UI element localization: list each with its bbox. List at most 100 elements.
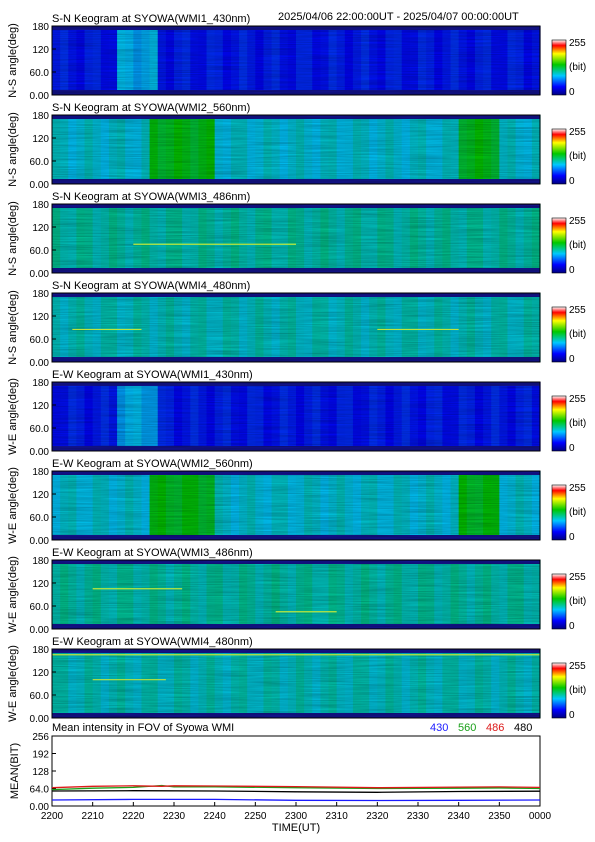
x-tick-label: 2310: [326, 811, 349, 822]
y-tick-label: 0.00: [30, 269, 50, 280]
series-line-430: [51, 798, 541, 802]
keogram-frame: [51, 648, 541, 719]
y-tick-label: 180: [32, 111, 49, 122]
legend-entry: 486: [486, 722, 504, 734]
y-tick-label: 120: [32, 45, 49, 56]
colorbar-min-label: 0: [569, 621, 575, 632]
keogram-frame: [51, 114, 541, 185]
legend-entry: 430: [430, 722, 448, 734]
keogram-title: S-N Keogram at SYOWA(WMI3_486nm): [52, 191, 250, 203]
keogram-title: E-W Keogram at SYOWA(WMI3_486nm): [52, 547, 253, 559]
y-tick-label: 180: [32, 200, 49, 211]
y-axis-label: N-S angle(deg): [7, 290, 19, 365]
y-tick-label: 120: [32, 312, 49, 323]
y-tick-label: 0.00: [30, 536, 50, 547]
colorbar-unit-label: (bit): [569, 596, 586, 607]
keogram-texture: [52, 560, 540, 629]
x-tick-label: 2330: [407, 811, 430, 822]
colorbar-max-label: 255: [569, 305, 586, 316]
x-tick-label: 2200: [41, 811, 64, 822]
keogram-texture: [52, 382, 540, 451]
colorbar: [551, 484, 567, 541]
y-tick-label: 60.0: [30, 68, 50, 79]
colorbar-min-label: 0: [569, 176, 575, 187]
y-tick-label: 0.00: [30, 625, 50, 636]
colorbar-unit-label: (bit): [569, 151, 586, 162]
y-tick-label: 120: [32, 223, 49, 234]
y-tick-label: 120: [32, 401, 49, 412]
colorbar-max-label: 255: [569, 127, 586, 138]
series-line-560: [51, 784, 541, 791]
y-axis-label: W-E angle(deg): [7, 556, 19, 633]
keogram-title: S-N Keogram at SYOWA(WMI4_480nm): [52, 280, 250, 292]
y-tick-label: 120: [32, 490, 49, 501]
series-line-486: [51, 785, 541, 789]
colorbar-unit-label: (bit): [569, 62, 586, 73]
y-tick-label: 0.00: [30, 91, 50, 102]
y-tick-label: 120: [32, 668, 49, 679]
y-tick-label: 120: [32, 134, 49, 145]
y-tick-label: 60.0: [30, 424, 50, 435]
x-tick-label: 2240: [204, 811, 227, 822]
y-tick-label: 180: [32, 378, 49, 389]
keogram-frame: [51, 203, 541, 274]
y-tick-label: 60.0: [30, 157, 50, 168]
y-tick-label: 60.0: [30, 513, 50, 524]
y-axis-label: N-S angle(deg): [7, 112, 19, 187]
x-tick-label: 2300: [285, 811, 308, 822]
keogram-texture: [52, 26, 540, 95]
colorbar: [551, 573, 567, 630]
y-tick-label: 120: [32, 579, 49, 590]
colorbar-min-label: 0: [569, 354, 575, 365]
legend-entry: 560: [458, 722, 476, 734]
x-tick-label: 0000: [529, 811, 552, 822]
colorbar-max-label: 255: [569, 216, 586, 227]
y-tick-label: 60.0: [30, 335, 50, 346]
keogram-texture: [52, 471, 540, 540]
y-tick-label: 180: [32, 556, 49, 567]
keogram-frame: [51, 381, 541, 452]
keogram-title: S-N Keogram at SYOWA(WMI1_430nm): [52, 13, 250, 25]
x-tick-label: 2340: [448, 811, 471, 822]
y-axis-label: MEAN(BIT): [9, 743, 21, 799]
keogram-frame: [51, 470, 541, 541]
y-tick-label: 180: [32, 645, 49, 656]
y-tick-label: 180: [32, 467, 49, 478]
colorbar-max-label: 255: [569, 394, 586, 405]
y-tick-label: 64.0: [30, 785, 50, 796]
x-tick-label: 2220: [122, 811, 145, 822]
series-line-480: [51, 790, 541, 793]
y-axis-label: W-E angle(deg): [7, 645, 19, 722]
colorbar: [551, 395, 567, 452]
colorbar-min-label: 0: [569, 443, 575, 454]
x-axis-label: TIME(UT): [272, 822, 320, 834]
y-tick-label: 0.00: [30, 447, 50, 458]
colorbar-unit-label: (bit): [569, 418, 586, 429]
keogram-texture: [52, 204, 540, 273]
colorbar-min-label: 0: [569, 532, 575, 543]
colorbar: [551, 128, 567, 185]
y-tick-label: 0.00: [30, 714, 50, 725]
keogram-title: E-W Keogram at SYOWA(WMI1_430nm): [52, 369, 253, 381]
colorbar-max-label: 255: [569, 572, 586, 583]
keogram-texture: [52, 649, 540, 718]
colorbar-unit-label: (bit): [569, 507, 586, 518]
y-tick-label: 180: [32, 289, 49, 300]
x-tick-label: 2230: [163, 811, 186, 822]
keogram-title: E-W Keogram at SYOWA(WMI4_480nm): [52, 636, 253, 648]
y-tick-label: 60.0: [30, 246, 50, 257]
y-tick-label: 192: [32, 750, 49, 761]
keogram-frame: [51, 559, 541, 630]
legend-entry: 480: [514, 722, 532, 734]
y-tick-label: 0.00: [30, 180, 50, 191]
colorbar: [551, 662, 567, 719]
colorbar-unit-label: (bit): [569, 329, 586, 340]
keogram-texture: [52, 293, 540, 362]
colorbar-max-label: 255: [569, 661, 586, 672]
keogram-frame: [51, 25, 541, 96]
colorbar-max-label: 255: [569, 38, 586, 49]
colorbar-unit-label: (bit): [569, 685, 586, 696]
keogram-texture: [52, 115, 540, 184]
colorbar-min-label: 0: [569, 265, 575, 276]
